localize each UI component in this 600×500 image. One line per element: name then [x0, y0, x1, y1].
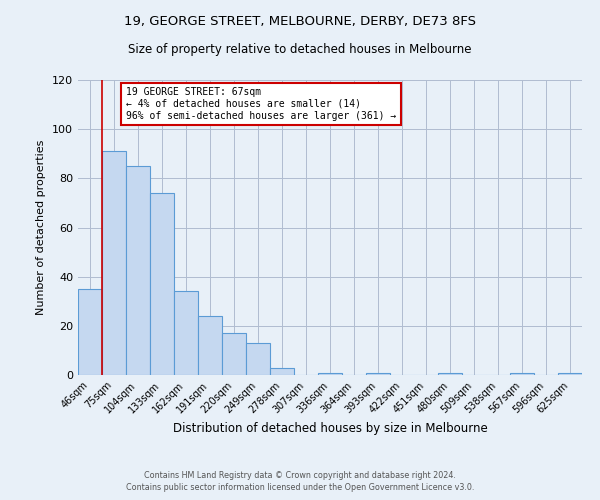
Bar: [198, 316, 222, 375]
Y-axis label: Number of detached properties: Number of detached properties: [37, 140, 46, 315]
Text: Size of property relative to detached houses in Melbourne: Size of property relative to detached ho…: [128, 42, 472, 56]
Bar: [222, 333, 246, 375]
Bar: [438, 372, 462, 375]
Bar: [318, 372, 342, 375]
Bar: [246, 343, 270, 375]
Bar: [102, 152, 126, 375]
Bar: [126, 166, 150, 375]
Text: 19 GEORGE STREET: 67sqm
← 4% of detached houses are smaller (14)
96% of semi-det: 19 GEORGE STREET: 67sqm ← 4% of detached…: [126, 88, 396, 120]
Bar: [150, 193, 174, 375]
Bar: [270, 368, 294, 375]
Bar: [558, 372, 582, 375]
Bar: [366, 372, 390, 375]
X-axis label: Distribution of detached houses by size in Melbourne: Distribution of detached houses by size …: [173, 422, 487, 434]
Text: Contains HM Land Registry data © Crown copyright and database right 2024.
Contai: Contains HM Land Registry data © Crown c…: [126, 471, 474, 492]
Bar: [78, 289, 102, 375]
Bar: [174, 292, 198, 375]
Text: 19, GEORGE STREET, MELBOURNE, DERBY, DE73 8FS: 19, GEORGE STREET, MELBOURNE, DERBY, DE7…: [124, 15, 476, 28]
Bar: [510, 372, 534, 375]
